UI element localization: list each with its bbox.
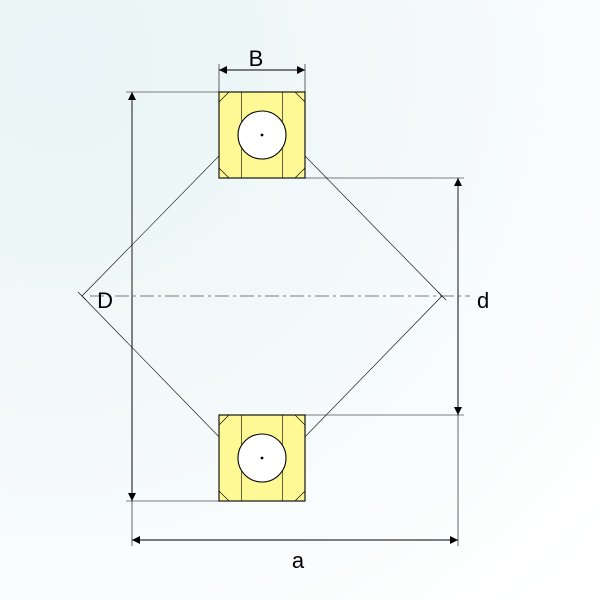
label-d: d	[477, 288, 489, 313]
label-D: D	[97, 288, 113, 313]
label-a: a	[292, 548, 305, 573]
bearing-diagram: B Dd a	[0, 0, 600, 600]
background	[0, 0, 600, 600]
label-B: B	[249, 46, 264, 71]
